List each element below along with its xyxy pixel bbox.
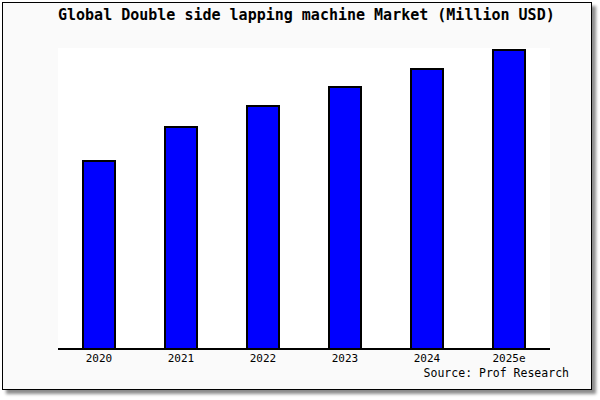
x-tick-label-2024: 2024 (414, 352, 441, 365)
bar-2024 (410, 68, 444, 348)
x-tick-label-2025e: 2025e (492, 352, 525, 365)
x-tick-label-2023: 2023 (332, 352, 359, 365)
x-tick-label-2021: 2021 (168, 352, 195, 365)
bar-2022 (246, 105, 280, 348)
plot-area: 202020212022202320242025e (58, 48, 550, 350)
bar-2021 (164, 126, 198, 348)
x-tick-label-2020: 2020 (86, 352, 113, 365)
bar-2023 (328, 86, 362, 348)
x-tick-label-2022: 2022 (250, 352, 277, 365)
bar-2025e (492, 49, 526, 348)
chart-title: Global Double side lapping machine Marke… (58, 6, 550, 24)
source-caption: Source: Prof Research (424, 366, 569, 380)
chart-frame: Global Double side lapping machine Marke… (2, 2, 592, 390)
bar-2020 (82, 160, 116, 348)
